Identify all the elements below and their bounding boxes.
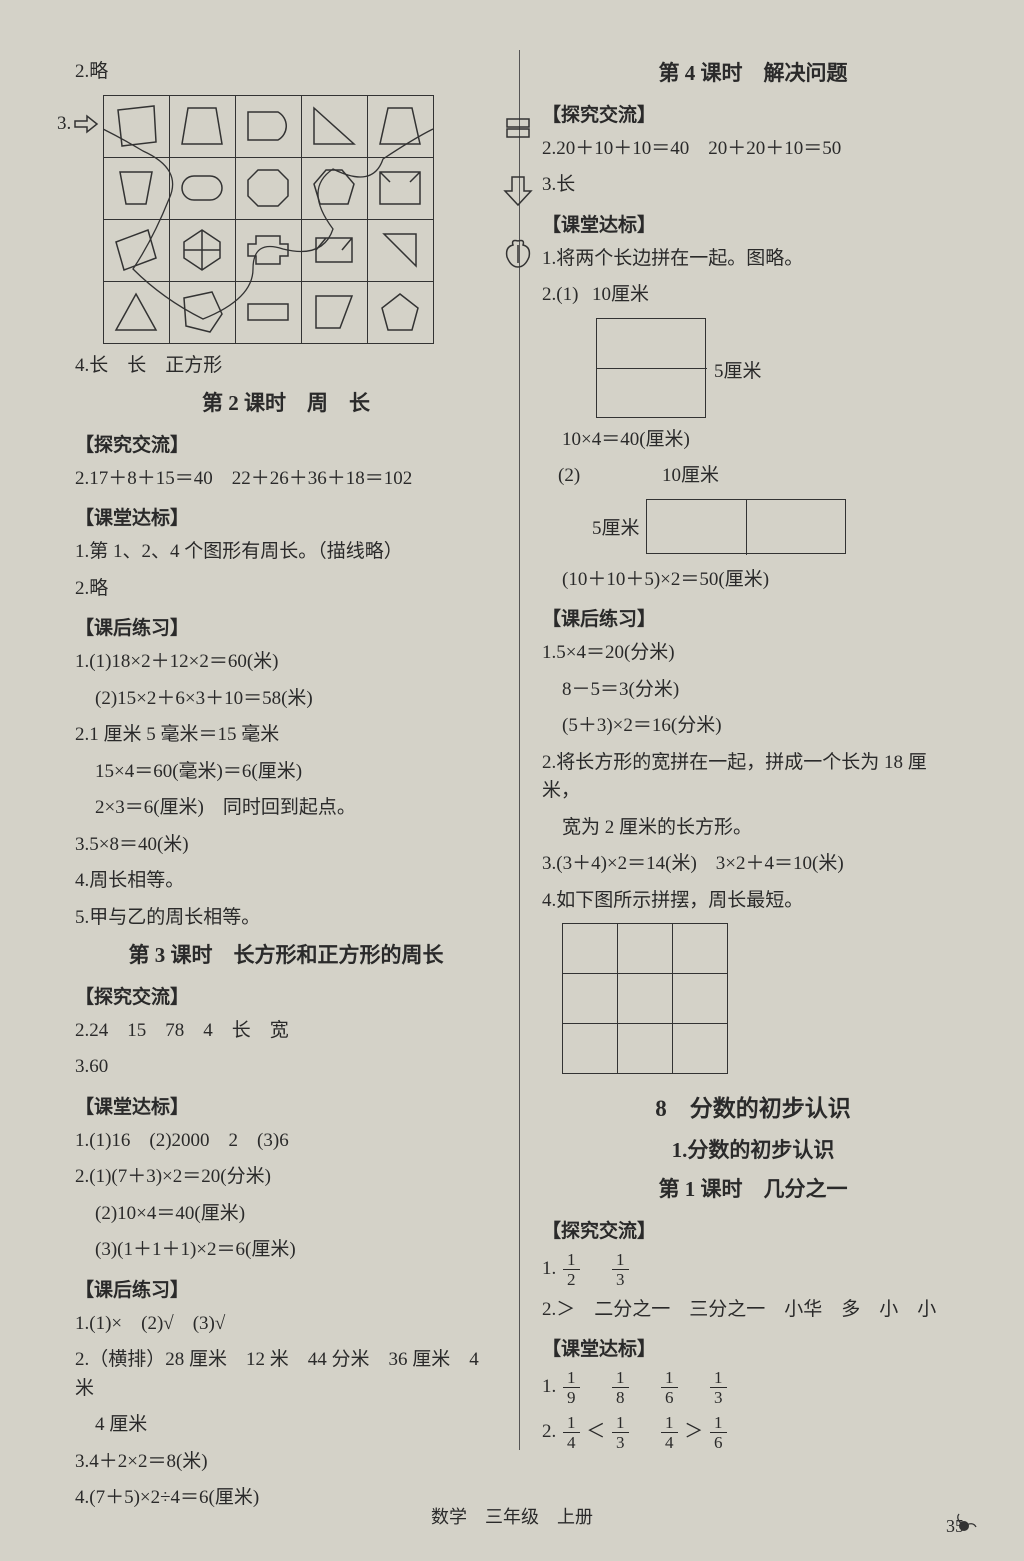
text-line: 2.略: [75, 58, 497, 87]
fraction: 16: [710, 1414, 727, 1451]
page-footer: 数学 三年级 上册: [0, 1503, 1024, 1529]
lesson-heading: 第 4 课时 解决问题: [542, 58, 964, 90]
text-line: 5.甲与乙的周长相等。: [75, 904, 497, 933]
fraction: 16: [661, 1369, 678, 1406]
item-number: 1.: [542, 1257, 556, 1278]
text-line: 2.＞ 二分之一 三分之一 小华 多 小 小: [542, 1296, 964, 1325]
lesson-heading: 第 1 课时 几分之一: [542, 1174, 964, 1206]
fraction: 19: [563, 1369, 580, 1406]
text-line: 2.将长方形的宽拼在一起，拼成一个长为 18 厘米，: [542, 749, 964, 806]
section-heading: 【探究交流】: [75, 982, 497, 1009]
text-line: 1.(1)18×2＋12×2＝60(米): [75, 648, 497, 677]
text-line: 15×4＝60(毫米)＝6(厘米): [75, 758, 497, 787]
item-number: (2): [542, 462, 592, 491]
text-line: 2.（横排）28 厘米 12 米 44 分米 36 厘米 4 米: [75, 1346, 497, 1403]
fraction-line: 1. 12 13: [542, 1251, 964, 1288]
grid-3x3: [562, 923, 728, 1074]
text-line: 8－5＝3(分米): [542, 676, 964, 705]
text-line: (5＋3)×2＝16(分米): [542, 712, 964, 741]
item-number: 2.(1): [542, 281, 592, 310]
fraction-line: 2. 14 ＜ 13 14 ＞ 16: [542, 1414, 964, 1451]
rect-diagram-2: [646, 499, 846, 554]
text-line: 2.略: [75, 575, 497, 604]
left-column: 2.略 3.: [75, 50, 515, 1521]
rect-diagram-1: [596, 318, 706, 418]
text-line: (2)15×2＋6×3＋10＝58(米): [75, 685, 497, 714]
fraction: 13: [612, 1414, 629, 1451]
item-number: 3.: [57, 113, 71, 135]
fraction: 13: [710, 1369, 727, 1406]
text-line: 1.5×4＝20(分米): [542, 639, 964, 668]
text-line: 2.(1)(7＋3)×2＝20(分米): [75, 1163, 497, 1192]
fraction-line: 1. 19 18 16 13: [542, 1369, 964, 1406]
section-heading: 【课后练习】: [542, 604, 964, 631]
section-heading: 【探究交流】: [542, 1216, 964, 1243]
section-heading: 【课后练习】: [75, 613, 497, 640]
text-line: 3.(3＋4)×2＝14(米) 3×2＋4＝10(米): [542, 850, 964, 879]
section-heading: 【课后练习】: [75, 1275, 497, 1302]
text-line: (2)10×4＝40(厘米): [75, 1200, 497, 1229]
text-line: 2.17＋8＋15＝40 22＋26＋36＋18＝102: [75, 465, 497, 494]
section-heading: 【课堂达标】: [75, 503, 497, 530]
corner-swirl-icon: [949, 1511, 979, 1541]
text-line: 1.将两个长边拼在一起。图略。: [542, 245, 964, 274]
text-line: (10＋10＋5)×2＝50(厘米): [542, 566, 964, 595]
fraction: 14: [563, 1414, 580, 1451]
section-title: 1.分数的初步认识: [542, 1135, 964, 1167]
text-line: 3.4＋2×2＝8(米): [75, 1448, 497, 1477]
text-line: 4 厘米: [75, 1411, 497, 1440]
section-heading: 【探究交流】: [75, 430, 497, 457]
label-top: 10厘米: [592, 281, 649, 310]
text-line: 2.20＋10＋10＝40 20＋20＋10＝50: [542, 135, 964, 164]
text-line: 10×4＝40(厘米): [542, 426, 964, 455]
text-line: 2×3＝6(厘米) 同时回到起点。: [75, 794, 497, 823]
fraction: 12: [563, 1251, 580, 1288]
label-side: 5厘米: [714, 356, 762, 383]
section-heading: 【课堂达标】: [542, 1334, 964, 1361]
text-line: 3.5×8＝40(米): [75, 831, 497, 860]
arrow-right-icon: [73, 113, 99, 141]
item-number: 1.: [542, 1376, 556, 1397]
text-line: 4.如下图所示拼摆，周长最短。: [542, 887, 964, 916]
text-line: 2.1 厘米 5 毫米＝15 毫米: [75, 721, 497, 750]
text-line: 宽为 2 厘米的长方形。: [542, 814, 964, 843]
label-side: 5厘米: [592, 513, 640, 540]
section-heading: 【探究交流】: [542, 100, 964, 127]
lesson-heading: 第 2 课时 周 长: [75, 388, 497, 420]
text-line: 4.长 长 正方形: [75, 352, 497, 381]
text-line: 1.(1)16 (2)2000 2 (3)6: [75, 1127, 497, 1156]
text-line: 3.60: [75, 1053, 497, 1082]
item-number: 2.: [542, 1421, 556, 1442]
text-line: 4.周长相等。: [75, 867, 497, 896]
text-line: (3)(1＋1＋1)×2＝6(厘米): [75, 1236, 497, 1265]
text-line: 1.(1)× (2)√ (3)√: [75, 1310, 497, 1339]
section-heading: 【课堂达标】: [542, 210, 964, 237]
text-line: 2.24 15 78 4 长 宽: [75, 1017, 497, 1046]
text-line: 1.第 1、2、4 个图形有周长。（描线略）: [75, 538, 497, 567]
right-column: 第 4 课时 解决问题 【探究交流】 2.20＋10＋10＝40 20＋20＋1…: [524, 50, 964, 1521]
fraction: 13: [612, 1251, 629, 1288]
shape-grid: [103, 95, 434, 344]
section-heading: 【课堂达标】: [75, 1092, 497, 1119]
label-top: 10厘米: [662, 462, 719, 491]
text-line: 3.长: [542, 171, 964, 200]
lesson-heading: 第 3 课时 长方形和正方形的周长: [75, 940, 497, 972]
chapter-heading: 8 分数的初步认识: [542, 1092, 964, 1127]
fraction: 18: [612, 1369, 629, 1406]
fraction: 14: [661, 1414, 678, 1451]
